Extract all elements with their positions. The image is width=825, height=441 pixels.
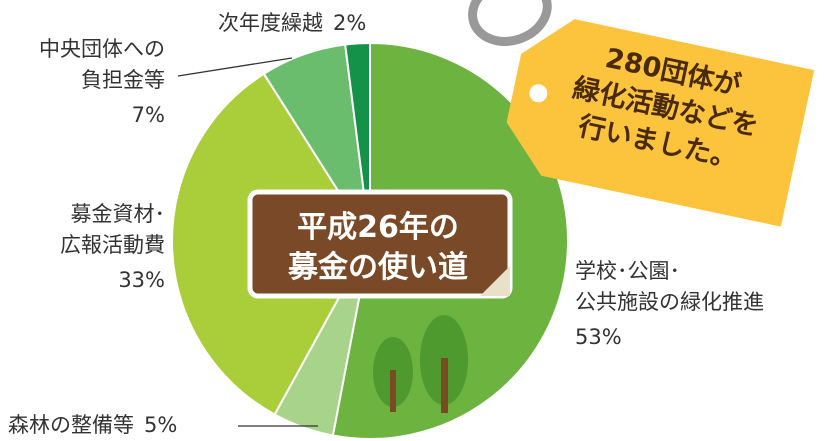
label-line: 負担金等 [81,68,165,92]
slice-label: 森林の整備等 5% [8,413,177,437]
title-line: 平成26年の [297,210,459,245]
label-line: 広報活動費 [60,233,165,257]
label-line: 次年度繰越 [218,11,323,35]
value-label: 33% [118,268,165,292]
label-line: 森林の整備等 [8,413,134,437]
value-label: 5% [144,413,177,437]
slice-label: 次年度繰越 2% [218,11,366,35]
label-line: 公共施設の緑化推進 [575,290,764,314]
trees [373,315,468,413]
label-line: 学校･公園･ [575,259,680,283]
label-line: 募金資材･ [71,202,166,226]
slice-label: 中央団体への負担金等 7% [39,37,165,127]
tag [468,0,815,227]
leader-line [177,57,293,77]
title-plate [247,189,513,299]
title-line: 募金の使い道 [287,250,468,285]
label-line: 中央団体への [39,37,165,61]
slice-label: 募金資材･ 広報活動費 33% [60,202,165,292]
chart-title: 平成26年の募金の使い道 [287,210,468,285]
slice-label: 学校･公園･ 公共施設の緑化推進 53% [575,259,764,349]
value-label: 2% [333,11,366,35]
value-label: 53% [575,325,622,349]
value-label: 7% [132,103,165,127]
labels: 学校･公園･ 公共施設の緑化推進 53% 森林の整備等 5% 募金資材･ 広報活動費 33% 中… [8,11,764,437]
